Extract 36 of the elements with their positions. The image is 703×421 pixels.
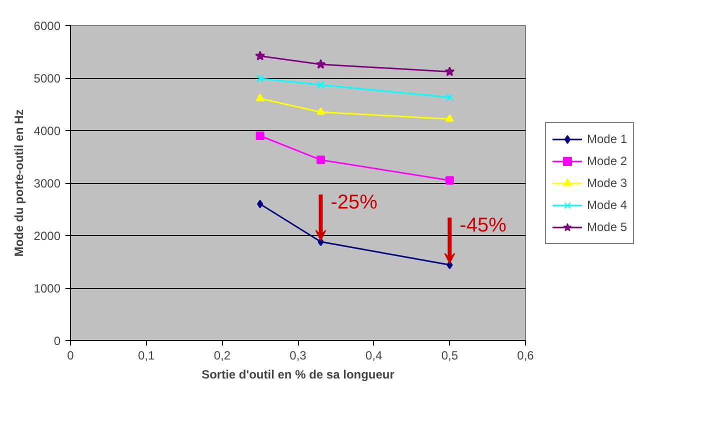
x-tick-label: 0,5 <box>441 348 458 362</box>
point <box>255 50 266 60</box>
point <box>256 94 264 102</box>
x-tick-label: 0,6 <box>517 348 534 362</box>
y-axis-title: Mode du porte-outil en Hz <box>12 109 26 257</box>
annotation: -25% <box>330 191 378 214</box>
x-tick-label: 0,3 <box>290 348 307 362</box>
x-tick-label: 0,2 <box>214 348 231 362</box>
y-tick-label: 0 <box>54 334 61 348</box>
point <box>316 156 325 164</box>
x-tick-label: 0,4 <box>365 348 382 362</box>
legend-label: Mode 5 <box>587 220 628 234</box>
point <box>316 107 325 115</box>
legend-label: Mode 2 <box>587 154 628 168</box>
x-tick-label: 0,1 <box>138 348 155 362</box>
legend-label: Mode 3 <box>587 176 628 190</box>
point <box>316 59 326 69</box>
x-tick-label: 0 <box>67 348 74 362</box>
point <box>444 66 455 76</box>
point <box>445 176 454 185</box>
y-tick-label: 3000 <box>34 176 61 190</box>
point <box>256 74 264 82</box>
annotation: -45% <box>460 214 507 237</box>
legend-label: Mode 1 <box>587 132 628 146</box>
y-tick-label: 1000 <box>34 282 61 296</box>
y-tick-label: 2000 <box>34 229 61 243</box>
y-tick-label: 4000 <box>34 124 61 138</box>
point <box>257 200 264 208</box>
y-tick-label: 5000 <box>34 72 61 86</box>
legend-label: Mode 4 <box>587 198 628 212</box>
x-axis-title: Sortie d'outil en % de sa longueur <box>202 368 395 382</box>
point <box>316 80 325 89</box>
y-tick-label: 6000 <box>34 19 61 33</box>
point <box>256 132 264 140</box>
point <box>446 93 454 102</box>
point <box>445 114 454 122</box>
